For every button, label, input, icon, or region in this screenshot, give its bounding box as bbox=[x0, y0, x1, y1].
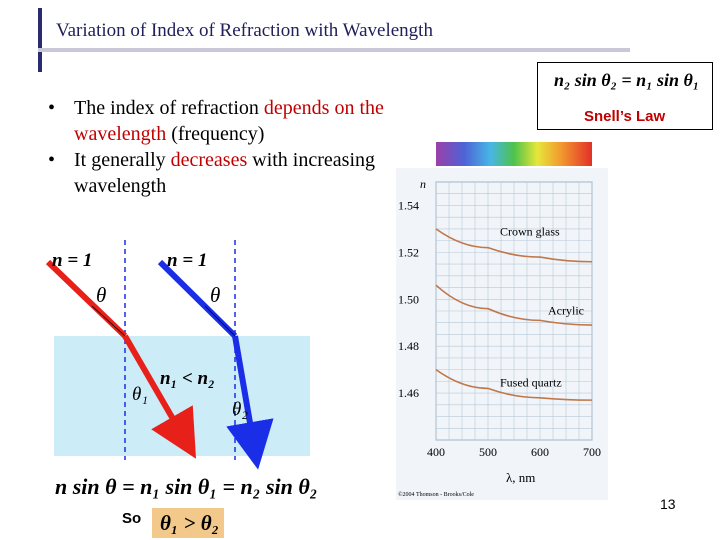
y-tick-label: 1.54 bbox=[398, 198, 419, 212]
bullet-item: • It generally decreases with increasing… bbox=[48, 147, 398, 199]
blue-refracted-ray bbox=[226, 335, 274, 470]
snell-law-equation: n₂ sin θ₂ = n₁ sin θ₁ bbox=[554, 70, 700, 90]
chart-grid bbox=[435, 181, 593, 441]
x-tick-label: 500 bbox=[479, 445, 497, 459]
chart-ticks: 1.54 1.52 1.50 1.48 1.46 400 500 600 700 bbox=[398, 198, 601, 459]
chart-background bbox=[396, 168, 608, 500]
so-label: So bbox=[122, 510, 142, 527]
bullet-dot: • bbox=[48, 97, 56, 119]
title-accent-bar bbox=[38, 8, 42, 72]
theta1-label: θ₁ bbox=[132, 384, 148, 405]
page-number: 13 bbox=[660, 496, 676, 512]
bullet-highlight: decreases bbox=[170, 149, 248, 171]
x-tick-label: 600 bbox=[531, 445, 549, 459]
snell-law-box bbox=[537, 62, 713, 130]
bullet-item: • The index of refraction depends on the… bbox=[48, 95, 398, 147]
angle-guide bbox=[91, 305, 126, 337]
y-tick-label: 1.52 bbox=[398, 245, 419, 259]
slide-title: Variation of Index of Refraction with Wa… bbox=[56, 20, 433, 41]
series-label: Acrylic bbox=[548, 304, 584, 318]
theta2-label: θ₂ bbox=[232, 399, 248, 420]
series-line-crown-glass bbox=[435, 228, 593, 263]
bullet-dot: • bbox=[48, 149, 56, 171]
index-inequality: n₁ < n₂ bbox=[160, 368, 215, 389]
angle-guide bbox=[204, 305, 236, 337]
conclusion-equation: θ₁ > θ₂ bbox=[160, 511, 219, 535]
x-tick-label: 400 bbox=[427, 445, 445, 459]
bullet-text-part: It generally bbox=[74, 149, 171, 171]
series-label: Crown glass bbox=[500, 225, 560, 239]
right-n-label: n = 1 bbox=[167, 250, 207, 271]
bullet-text: It generally decreases with increasing w… bbox=[74, 147, 398, 199]
theta-left: θ bbox=[96, 283, 106, 307]
y-tick-label: 1.46 bbox=[398, 386, 419, 400]
y-axis-label: n bbox=[420, 177, 426, 191]
series-label: Fused quartz bbox=[500, 375, 562, 389]
dispersion-chart: 1.54 1.52 1.50 1.48 1.46 400 500 600 700 Crown g… bbox=[396, 142, 608, 500]
red-incident-ray bbox=[45, 259, 128, 339]
x-axis-label: λ, nm bbox=[506, 470, 535, 485]
series-line-acrylic bbox=[435, 284, 593, 326]
snell-chain-equation: n sin θ = n₁ sin θ₁ = n₂ sin θ₂ bbox=[55, 474, 318, 499]
bullet-highlight: depends on the wavelength bbox=[74, 97, 384, 145]
bullet-text: The index of refraction depends on the w… bbox=[74, 95, 398, 147]
bullet-text-part: The index of refraction bbox=[74, 97, 264, 119]
conclusion-highlight bbox=[152, 508, 224, 538]
y-tick-label: 1.50 bbox=[398, 292, 419, 306]
title-underline bbox=[38, 48, 630, 52]
y-tick-label: 1.48 bbox=[398, 339, 419, 353]
theta-right: θ bbox=[210, 283, 220, 307]
chart-series: Crown glass Acrylic Fused quartz bbox=[435, 225, 593, 401]
bullet-text-part: (frequency) bbox=[166, 123, 265, 145]
bullet-text-part: with increasing wavelength bbox=[74, 149, 375, 197]
red-refracted-ray bbox=[122, 334, 197, 459]
snell-law-label: Snell’s Law bbox=[584, 108, 666, 125]
left-n-label: n = 1 bbox=[52, 250, 92, 271]
chart-copyright: ©2004 Thomson - Brooks/Cole bbox=[398, 491, 474, 498]
spectrum-bar bbox=[436, 142, 592, 166]
series-line-fused-quartz bbox=[435, 368, 593, 401]
bullet-list: • The index of refraction depends on the… bbox=[48, 95, 398, 199]
x-tick-label: 700 bbox=[583, 445, 601, 459]
